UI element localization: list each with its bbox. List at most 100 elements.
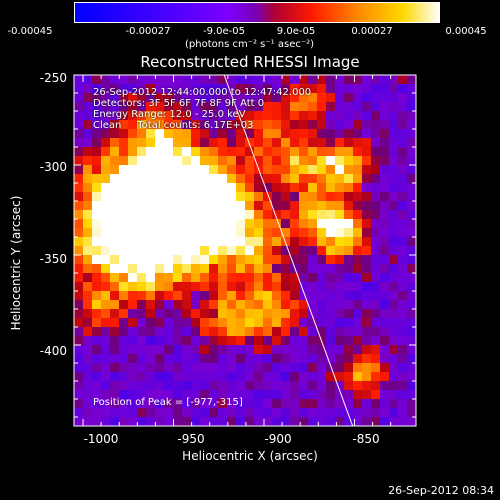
heatmap-cell bbox=[155, 183, 164, 192]
heatmap-cell bbox=[146, 75, 155, 84]
heatmap-cell bbox=[110, 75, 119, 84]
heatmap-cell bbox=[407, 219, 416, 228]
heatmap-cell bbox=[74, 120, 83, 129]
heatmap-cell bbox=[236, 93, 245, 102]
heatmap-cell bbox=[272, 210, 281, 219]
heatmap-cell bbox=[74, 363, 83, 372]
heatmap-cell bbox=[119, 345, 128, 354]
heatmap-cell bbox=[254, 345, 263, 354]
heatmap-cell bbox=[146, 156, 155, 165]
heatmap-cell bbox=[398, 417, 407, 426]
heatmap-cell bbox=[308, 246, 317, 255]
heatmap-cell bbox=[317, 318, 326, 327]
heatmap-cell bbox=[227, 192, 236, 201]
heatmap-cell bbox=[182, 282, 191, 291]
heatmap-cell bbox=[263, 399, 272, 408]
heatmap-cell bbox=[83, 327, 92, 336]
heatmap-cell bbox=[299, 291, 308, 300]
heatmap-cell bbox=[407, 390, 416, 399]
heatmap-cell bbox=[110, 363, 119, 372]
heatmap-cell bbox=[371, 84, 380, 93]
heatmap-cell bbox=[173, 345, 182, 354]
heatmap-cell bbox=[308, 138, 317, 147]
heatmap-cell bbox=[182, 354, 191, 363]
heatmap-cell bbox=[281, 120, 290, 129]
heatmap-cell bbox=[272, 345, 281, 354]
heatmap-cell bbox=[83, 273, 92, 282]
heatmap-cell bbox=[272, 300, 281, 309]
heatmap-cell bbox=[407, 345, 416, 354]
heatmap-cell bbox=[263, 93, 272, 102]
heatmap-cell bbox=[254, 291, 263, 300]
heatmap-cell bbox=[200, 201, 209, 210]
heatmap-cell bbox=[317, 210, 326, 219]
heatmap-cell bbox=[335, 381, 344, 390]
heatmap-cell bbox=[173, 147, 182, 156]
heatmap-cell bbox=[299, 255, 308, 264]
heatmap-cell bbox=[236, 147, 245, 156]
heatmap-cell bbox=[326, 363, 335, 372]
heatmap-cell bbox=[236, 129, 245, 138]
heatmap-cell bbox=[227, 219, 236, 228]
heatmap-cell bbox=[74, 255, 83, 264]
heatmap-cell bbox=[218, 246, 227, 255]
heatmap-cell bbox=[308, 309, 317, 318]
heatmap-cell bbox=[182, 201, 191, 210]
heatmap-cell bbox=[335, 210, 344, 219]
heatmap-cell bbox=[236, 399, 245, 408]
heatmap-cell bbox=[101, 273, 110, 282]
heatmap-cell bbox=[74, 192, 83, 201]
heatmap-cell bbox=[335, 111, 344, 120]
heatmap-cell bbox=[317, 228, 326, 237]
heatmap-cell bbox=[290, 300, 299, 309]
heatmap-cell bbox=[74, 399, 83, 408]
heatmap-cell bbox=[380, 210, 389, 219]
heatmap-cell bbox=[101, 165, 110, 174]
heatmap-cell bbox=[101, 192, 110, 201]
heatmap-cell bbox=[236, 291, 245, 300]
heatmap-cell bbox=[92, 120, 101, 129]
heatmap-cell bbox=[173, 129, 182, 138]
heatmap-cell bbox=[254, 192, 263, 201]
heatmap-cell bbox=[74, 318, 83, 327]
heatmap-cell bbox=[407, 201, 416, 210]
heatmap-cell bbox=[326, 84, 335, 93]
heatmap-cell bbox=[389, 390, 398, 399]
heatmap-cell bbox=[254, 201, 263, 210]
heatmap-cell bbox=[344, 282, 353, 291]
heatmap-cell bbox=[191, 237, 200, 246]
heatmap-cell bbox=[74, 228, 83, 237]
heatmap-cell bbox=[299, 381, 308, 390]
heatmap-cell bbox=[344, 237, 353, 246]
heatmap-cell bbox=[263, 120, 272, 129]
heatmap-cell bbox=[92, 309, 101, 318]
heatmap-cell bbox=[281, 273, 290, 282]
heatmap-cell bbox=[317, 381, 326, 390]
x-tick-label: -900 bbox=[264, 432, 292, 446]
heatmap-cell bbox=[83, 363, 92, 372]
heatmap-cell bbox=[245, 354, 254, 363]
heatmap-cell bbox=[398, 111, 407, 120]
heatmap-cell bbox=[317, 156, 326, 165]
heatmap-cell bbox=[380, 354, 389, 363]
heatmap-cell bbox=[110, 372, 119, 381]
y-tick-label: -250 bbox=[39, 71, 67, 85]
heatmap-cell bbox=[83, 138, 92, 147]
heatmap-cell bbox=[254, 147, 263, 156]
y-tick-label: -300 bbox=[39, 160, 67, 174]
heatmap-cell bbox=[200, 228, 209, 237]
heatmap-cell bbox=[119, 192, 128, 201]
heatmap-cell bbox=[92, 165, 101, 174]
heatmap-cell bbox=[254, 264, 263, 273]
heatmap-cell bbox=[173, 336, 182, 345]
heatmap-cell bbox=[200, 102, 209, 111]
colorbar-tick-label: 0.00027 bbox=[351, 26, 393, 37]
heatmap-cell bbox=[173, 84, 182, 93]
heatmap-cell bbox=[353, 408, 362, 417]
heatmap-cell bbox=[137, 84, 146, 93]
heatmap-cell bbox=[119, 336, 128, 345]
heatmap-cell bbox=[155, 399, 164, 408]
heatmap-cell bbox=[209, 345, 218, 354]
heatmap-cell bbox=[290, 291, 299, 300]
heatmap-cell bbox=[164, 264, 173, 273]
